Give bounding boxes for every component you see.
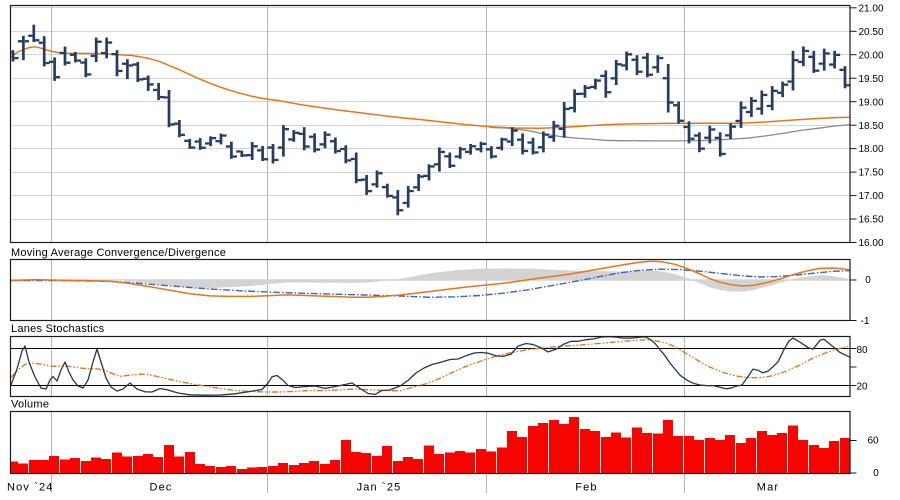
svg-text:20: 20 [856, 382, 868, 393]
svg-text:-1: -1 [861, 316, 870, 327]
svg-text:18.50: 18.50 [859, 121, 884, 132]
svg-text:20.50: 20.50 [859, 27, 884, 38]
svg-text:17.00: 17.00 [859, 191, 884, 202]
svg-text:Mar: Mar [757, 482, 779, 494]
svg-text:Nov `24: Nov `24 [7, 482, 54, 494]
svg-text:60: 60 [867, 436, 879, 447]
svg-text:Lanes Stochastics: Lanes Stochastics [11, 323, 105, 335]
svg-text:Volume: Volume [11, 399, 49, 411]
svg-text:17.50: 17.50 [859, 168, 884, 179]
svg-text:80: 80 [856, 345, 868, 356]
svg-text:Moving Average Convergence/Div: Moving Average Convergence/Divergence [11, 247, 226, 259]
svg-text:16.50: 16.50 [859, 215, 884, 226]
svg-text:21.00: 21.00 [859, 3, 884, 14]
svg-text:16.00: 16.00 [859, 238, 884, 249]
svg-text:Jan `25: Jan `25 [357, 482, 402, 494]
svg-text:18.00: 18.00 [859, 144, 884, 155]
svg-text:19.50: 19.50 [859, 74, 884, 85]
svg-text:Dec: Dec [149, 482, 172, 494]
svg-text:20.00: 20.00 [859, 50, 884, 61]
svg-text:0: 0 [865, 275, 871, 286]
svg-text:0: 0 [873, 468, 879, 479]
svg-text:Feb: Feb [575, 482, 597, 494]
svg-text:19.00: 19.00 [859, 97, 884, 108]
